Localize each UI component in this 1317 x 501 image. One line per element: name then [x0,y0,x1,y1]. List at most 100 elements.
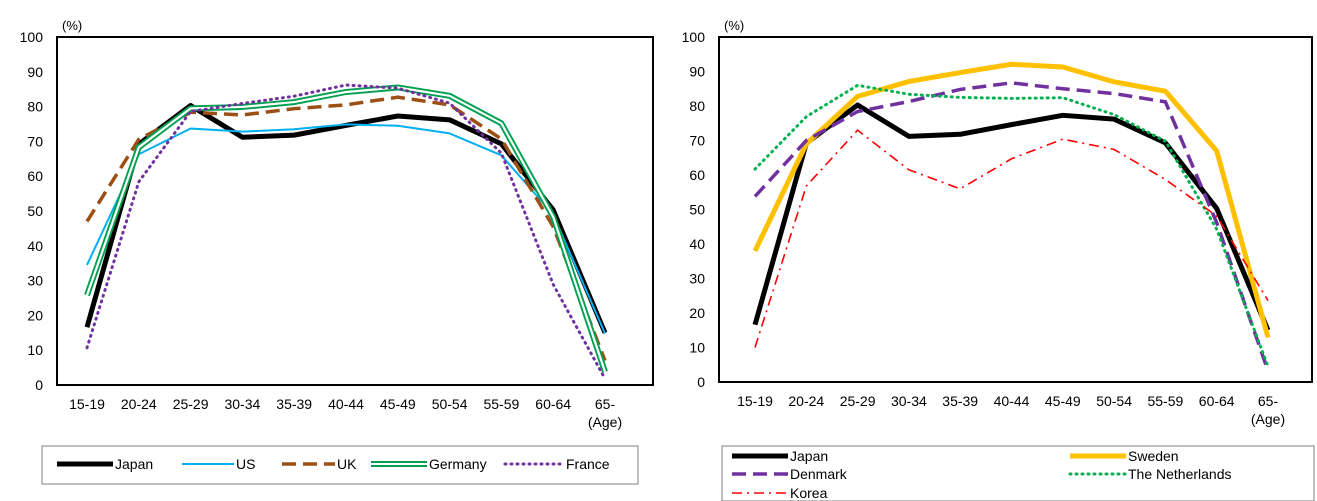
data-point-denmark [1009,80,1014,85]
legend-box [41,445,639,485]
data-point-us [447,131,452,136]
y-tick-label: 0 [697,374,705,390]
series-line-korea [754,129,1269,348]
series-line-us [86,123,606,334]
x-tick-label: 35-39 [942,393,978,409]
data-point-denmark [804,138,809,143]
legend-box [721,445,1315,501]
data-point-denmark [1266,368,1271,373]
data-point-the-netherlands [958,95,963,100]
data-point-japan [906,134,911,139]
y-tick-label: 20 [689,305,705,321]
data-point-uk [395,95,400,100]
x-axis-unit-label: (Age) [1251,411,1285,427]
x-tick-label: 20-24 [788,393,824,409]
data-point-japan [395,113,400,118]
data-point-france [551,282,556,287]
data-point-germany [85,293,90,298]
series-line-japan [752,102,1271,332]
data-point-japan [447,117,452,122]
y-tick-label: 10 [689,340,705,356]
x-axis-unit-label: (Age) [588,414,622,430]
data-point-uk [499,136,504,141]
x-tick-label: 45-49 [380,396,416,412]
y-tick-label: 10 [27,342,43,358]
data-point-france [603,376,608,381]
y-tick-label: 50 [27,203,43,219]
data-point-us [395,123,400,128]
y-tick-label: 30 [689,271,705,287]
data-point-uk [292,106,297,111]
legend-label-sweden: Sweden [1128,448,1179,464]
y-tick-label: 90 [27,64,43,80]
y-axis-unit-label: (%) [724,18,744,33]
legend-label-denmark: Denmark [790,466,848,482]
data-point-germany [136,145,141,150]
x-tick-label: 15-19 [737,393,773,409]
data-point-denmark [906,99,911,104]
data-point-sweden [855,94,860,99]
y-tick-label: 60 [689,167,705,183]
legend-label-japan: Japan [790,448,828,464]
x-tick-label: 30-34 [224,396,260,412]
data-point-japan [1060,113,1065,118]
y-tick-label: 40 [689,236,705,252]
legend-label-france: France [566,456,610,472]
data-point-the-netherlands [1214,227,1219,232]
data-point-korea [753,345,758,350]
data-point-korea [1112,147,1117,152]
data-point-korea [1266,298,1271,303]
x-tick-label: 30-34 [891,393,927,409]
data-point-japan [1214,206,1219,211]
series-line-the-netherlands [753,83,1270,368]
female-labor-participation-chart-western: 0 10 20 30 40 50 60 70 80 90 100 (%) 15-19 20-24 25-29… [20,18,654,485]
x-tick-label: 35-39 [276,396,312,412]
x-tick-label: 15-19 [69,396,105,412]
data-point-us [344,122,349,127]
data-point-sweden [1266,335,1271,340]
data-point-france [85,345,90,350]
data-point-uk [85,219,90,224]
data-point-korea [1060,137,1065,142]
y-tick-label: 70 [689,133,705,149]
data-point-us [85,262,90,267]
x-tick-label: 50-54 [432,396,468,412]
data-point-sweden [1060,65,1065,70]
data-point-denmark [855,109,860,114]
data-point-japan [958,132,963,137]
data-point-the-netherlands [1163,139,1168,144]
data-point-denmark [1112,91,1117,96]
data-point-sweden [958,70,963,75]
data-point-france [395,86,400,91]
data-point-germany [447,93,452,98]
data-point-sweden [1112,79,1117,84]
data-point-japan [1009,122,1014,127]
plot-area [718,36,1313,383]
x-tick-label: 50-54 [1096,393,1132,409]
legend-label-korea: Korea [790,485,828,501]
data-point-germany [551,214,556,219]
data-point-sweden [906,79,911,84]
x-tick-label: 20-24 [121,396,157,412]
data-point-korea [958,186,963,191]
legend-label-japan: Japan [115,456,153,472]
y-tick-label: 30 [27,273,43,289]
data-point-sweden [1163,89,1168,94]
data-point-uk [240,112,245,117]
y-tick-label: 60 [27,168,43,184]
x-tick-label: 25-29 [840,393,876,409]
x-tick-label: 40-44 [328,396,364,412]
series-line-sweden [752,61,1271,339]
y-tick-label: 80 [27,99,43,115]
data-point-uk [344,102,349,107]
data-point-sweden [1214,148,1219,153]
data-point-uk [136,137,141,142]
x-tick-label: 40-44 [994,393,1030,409]
data-point-france [136,179,141,184]
data-point-france [292,94,297,99]
data-point-sweden [753,248,758,253]
y-tick-label: 100 [682,29,706,45]
x-tick-label: 60-64 [1199,393,1235,409]
x-tick-label: 60-64 [535,396,571,412]
